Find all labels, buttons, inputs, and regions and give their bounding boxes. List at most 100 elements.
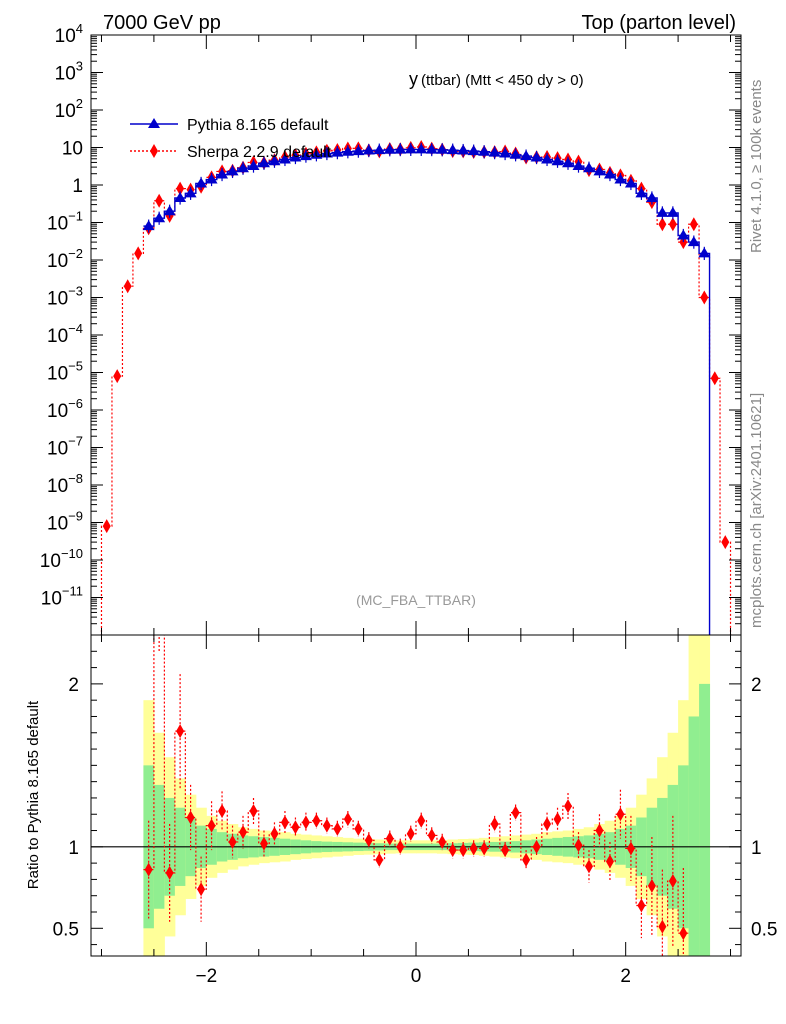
- ratio-sherpa-point: [396, 839, 405, 854]
- sherpa-point: [113, 369, 122, 384]
- legend: Pythia 8.165 default Sherpa 2.2.9 defaul…: [130, 117, 332, 161]
- pythia-point: [520, 150, 533, 161]
- sherpa-point: [176, 181, 185, 196]
- ratio-sherpa-point: [228, 834, 237, 849]
- analysis-label: (MC_FBA_TTBAR): [356, 592, 476, 608]
- ratio-sherpa-point: [186, 810, 195, 825]
- side-label-mcplots: mcplots.cern.ch [arXiv:2401.10621]: [748, 393, 765, 628]
- ratio-sherpa-point: [144, 862, 153, 877]
- svg-text:Ratio to Pythia 8.165 default: Ratio to Pythia 8.165 default: [25, 700, 42, 889]
- pythia-point: [677, 229, 690, 240]
- ratio-sherpa-point: [375, 852, 384, 867]
- ratio-sherpa-point: [322, 818, 331, 833]
- pythia-point: [488, 146, 501, 157]
- pythia-point: [614, 173, 627, 184]
- pythia-point: [341, 145, 354, 156]
- pythia-point: [509, 148, 522, 159]
- pythia-point: [394, 143, 407, 154]
- pythia-line: [143, 148, 711, 635]
- pythia-point: [404, 143, 417, 154]
- pythia-point: [478, 145, 491, 156]
- ratio-sherpa-point: [595, 823, 604, 838]
- pythia-point: [174, 192, 187, 203]
- header-left: 7000 GeV pp: [103, 12, 221, 34]
- ratio-sherpa-point: [176, 724, 185, 739]
- ratio-sherpa-point: [574, 838, 583, 853]
- ratio-sherpa-point: [605, 854, 614, 869]
- main-ytick-label: 1: [72, 176, 83, 197]
- ratio-sherpa-point: [459, 843, 468, 858]
- pythia-point: [352, 145, 365, 156]
- main-ytick-label: 10−2: [47, 246, 83, 272]
- pythia-point: [310, 148, 323, 159]
- ratio-sherpa-point: [490, 817, 499, 832]
- ratio-sherpa-point: [197, 882, 206, 897]
- ratio-sherpa-point: [155, 579, 163, 593]
- ratio-sherpa-point: [616, 807, 625, 822]
- legend-label-sherpa: Sherpa 2.2.9 default: [187, 144, 332, 161]
- pythia-point: [551, 155, 564, 166]
- ratio-sherpa-point: [553, 812, 562, 827]
- main-ytick-label: 10−9: [47, 509, 83, 535]
- pythia-point: [184, 187, 197, 198]
- ratio-sherpa-point: [522, 852, 531, 867]
- legend-entry-sherpa: Sherpa 2.2.9 default: [130, 144, 332, 161]
- ratio-sherpa-point: [438, 834, 447, 849]
- pythia-point: [698, 247, 711, 258]
- legend-marker-pythia: [148, 118, 160, 128]
- ratio-sherpa-point: [658, 919, 667, 934]
- pythia-point: [237, 162, 250, 173]
- pythia-point: [320, 147, 333, 158]
- ratio-sherpa-point: [385, 831, 394, 846]
- ratio-sherpa-point: [312, 813, 321, 828]
- pythia-point: [541, 153, 554, 164]
- pythia-point: [247, 160, 260, 171]
- sherpa-point: [721, 535, 730, 550]
- pythia-point: [666, 206, 679, 217]
- pythia-point: [268, 155, 281, 166]
- main-ytick-label: 10−1: [47, 209, 83, 235]
- ratio-sherpa-point: [270, 826, 279, 841]
- ratio-ytick-label: 2: [68, 675, 79, 696]
- ratio-sherpa-point: [333, 821, 342, 836]
- pythia-point: [467, 145, 480, 156]
- pythia-point: [331, 146, 344, 157]
- pythia-point: [415, 143, 428, 154]
- ratio-sherpa-point: [480, 841, 489, 856]
- ratio-sherpa-point: [239, 825, 248, 840]
- pythia-point: [278, 153, 291, 164]
- pythia-point: [562, 157, 575, 168]
- ratio-sherpa-point: [343, 812, 352, 827]
- main-ytick-label: 103: [55, 59, 83, 85]
- ratio-sherpa-point: [564, 799, 573, 814]
- ratio-sherpa-point: [218, 803, 227, 818]
- ratio-sherpa-point: [668, 874, 677, 889]
- svg-text:Rivet 4.1.0, ≥ 100k events: Rivet 4.1.0, ≥ 100k events: [748, 80, 765, 253]
- ratio-band-green: [699, 683, 711, 956]
- pythia-point: [362, 144, 375, 155]
- ratio-sherpa-point: [249, 803, 258, 818]
- ratio-sherpa-point: [354, 821, 363, 836]
- pythia-point: [624, 177, 637, 188]
- main-plot-title: y: [409, 69, 418, 89]
- ratio-sherpa-point: [291, 820, 300, 835]
- sherpa-point: [668, 217, 677, 232]
- main-plot-title-suffix: (ttbar) (Mtt < 450 dy > 0): [421, 72, 584, 89]
- main-ytick-label: 10−3: [47, 284, 83, 310]
- header-right: Top (parton level): [581, 12, 736, 34]
- main-ytick-label: 10−11: [41, 584, 83, 610]
- pythia-point: [425, 143, 438, 154]
- main-ytick-label: 10: [62, 139, 83, 160]
- main-ytick-label: 10−6: [47, 396, 83, 422]
- pythia-point: [656, 206, 669, 217]
- sherpa-point: [658, 217, 667, 232]
- pythia-point: [530, 151, 543, 162]
- pythia-point: [205, 173, 218, 184]
- ratio-sherpa-point: [207, 818, 216, 833]
- ratio-sherpa-point: [448, 843, 457, 858]
- legend-label-pythia: Pythia 8.165 default: [187, 117, 329, 134]
- ratio-sherpa-point: [679, 926, 688, 941]
- ratio-sherpa-point: [469, 841, 478, 856]
- pythia-point: [383, 143, 396, 154]
